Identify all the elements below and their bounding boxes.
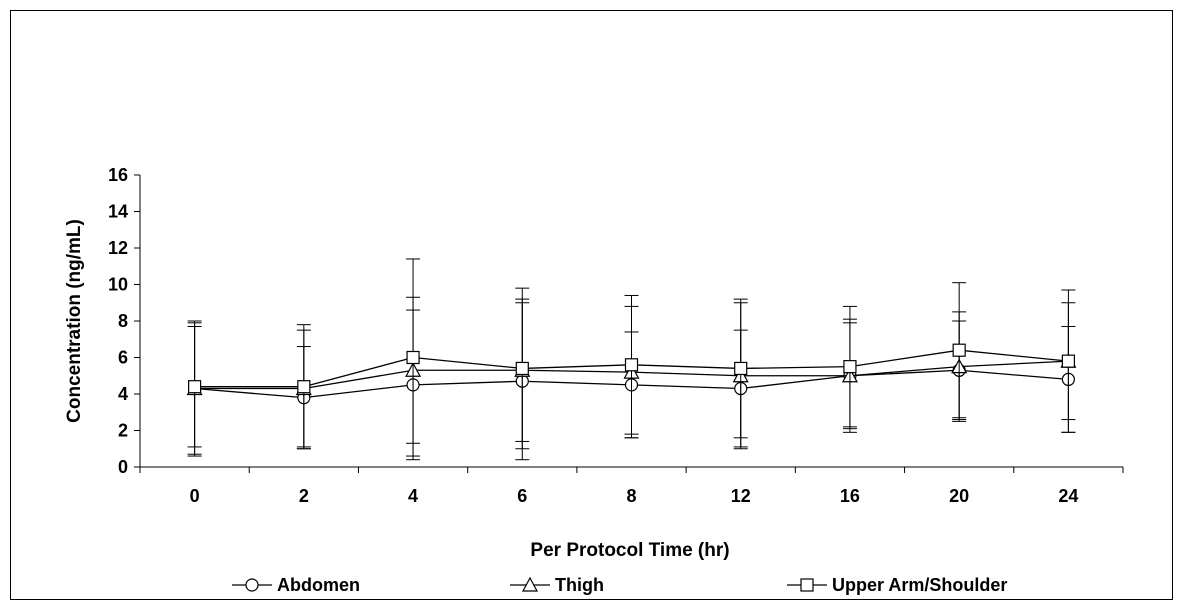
legend-marker-circle-icon: [245, 578, 259, 592]
legend-label: Upper Arm/Shoulder: [832, 575, 1007, 595]
legend-label: Thigh: [555, 575, 604, 595]
series-layer: [186, 258, 1077, 461]
data-point-square: [515, 361, 529, 376]
y-tick-label: 0: [118, 457, 128, 477]
x-tick-label: 4: [408, 486, 418, 506]
x-tick-label: 2: [299, 486, 309, 506]
y-tick-label: 6: [118, 348, 128, 368]
x-tick-label: 16: [840, 486, 860, 506]
data-point-square: [843, 360, 857, 374]
y-axis-title: Concentration (ng/mL): [64, 219, 85, 423]
legend-item: Thigh: [510, 575, 604, 595]
data-point-square: [188, 380, 202, 394]
x-axis-title: Per Protocol Time (hr): [530, 540, 729, 561]
x-tick-label: 8: [626, 486, 636, 506]
y-tick-label: 14: [108, 202, 128, 222]
legend-item: Abdomen: [232, 575, 360, 595]
data-point-square: [297, 380, 311, 394]
chart-frame: [10, 10, 1173, 600]
y-tick-label: 12: [108, 238, 128, 258]
data-point-square: [406, 350, 420, 365]
data-point-square: [624, 358, 639, 372]
legend-label: Abdomen: [277, 575, 360, 595]
x-tick-label: 20: [949, 486, 969, 506]
x-tick-label: 6: [517, 486, 527, 506]
y-tick-label: 2: [118, 421, 128, 441]
legend: Abdomen Thigh Upper Arm/Shoulder: [232, 575, 1007, 595]
data-point-square: [734, 361, 748, 376]
y-tick-label: 4: [118, 384, 128, 404]
data-point-square: [952, 343, 966, 357]
x-tick-label: 24: [1058, 486, 1078, 506]
y-tick-label: 10: [108, 275, 128, 295]
x-tick-label: 0: [190, 486, 200, 506]
y-tick-label: 8: [118, 311, 128, 331]
legend-item: Upper Arm/Shoulder: [787, 575, 1007, 595]
legend-marker-square-icon: [800, 578, 814, 592]
x-tick-label: 12: [731, 486, 751, 506]
y-tick-label: 16: [108, 165, 128, 185]
data-point-square: [1061, 354, 1075, 368]
legend-marker-triangle-icon: [521, 576, 539, 592]
series-upper-arm-shoulder: [187, 258, 1076, 457]
